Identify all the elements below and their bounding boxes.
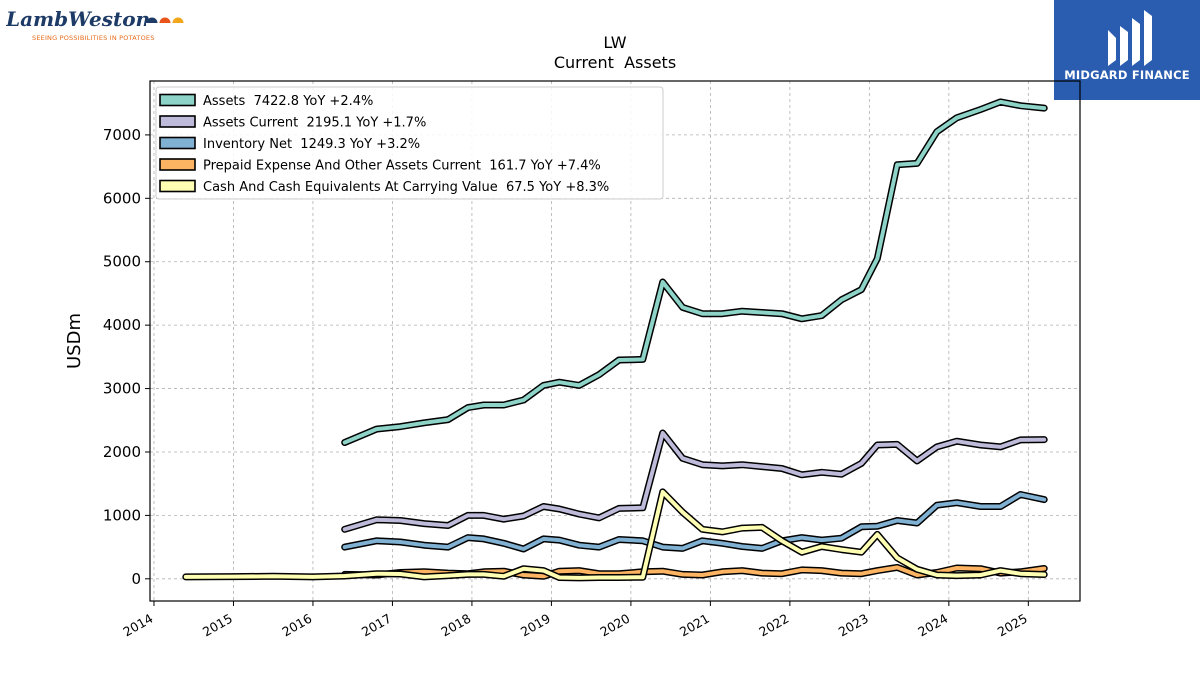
legend-box	[155, 86, 664, 200]
chart-legend: Assets 7422.8 YoY +2.4% Assets Current 21…	[155, 86, 664, 200]
legend-label: Prepaid Expense And Other Assets Current…	[203, 159, 601, 174]
legend-label: Assets Current 2195.1 YoY +1.7%	[203, 116, 426, 131]
x-tick-label: 2015	[200, 611, 235, 640]
series-outline	[182, 488, 1048, 582]
brand-tagline: SEEING POSSIBILITIES IN POTATOES	[32, 34, 155, 42]
midgard-finance-badge: MIDGARD FINANCE	[1054, 0, 1200, 100]
x-tick-label: 2022	[756, 611, 791, 640]
y-tick-label: 1000	[103, 506, 141, 524]
y-tick-label: 7000	[103, 126, 141, 144]
y-tick-label: 0	[131, 570, 141, 588]
chart-subtitle: Current Assets	[554, 53, 676, 72]
x-tick-label: 2019	[518, 611, 553, 640]
lambweston-logo: LambWeston SEEING POSSIBILITIES IN POTAT…	[6, 7, 184, 42]
y-tick-label: 2000	[103, 443, 141, 461]
x-ticks: 2014 2015 2016 2017 2018 2019 2020 2021 2022 2023…	[120, 601, 1030, 640]
badge-name: MIDGARD FINANCE	[1064, 68, 1190, 82]
midgard-logo-icon	[1108, 10, 1152, 66]
legend-label: Cash And Cash Equivalents At Carrying Va…	[203, 180, 609, 195]
x-tick-label: 2023	[836, 611, 871, 640]
brand-name: LambWeston	[6, 7, 150, 31]
x-tick-label: 2025	[995, 611, 1030, 640]
legend-swatch	[159, 158, 196, 171]
chart-series	[182, 98, 1048, 582]
y-tick-label: 5000	[103, 253, 141, 271]
y-ticks: 0 1000 2000 3000 4000 5000 6000 7000	[103, 126, 150, 588]
legend-swatch	[159, 179, 196, 193]
legend-swatch	[159, 136, 196, 150]
series-line	[342, 492, 1047, 551]
x-tick-label: 2018	[438, 611, 473, 640]
legend-label: Assets 7422.8 YoY +2.4%	[203, 94, 373, 109]
legend-swatch	[159, 115, 196, 128]
legend-label: Inventory Net 1249.3 YoY +3.2%	[203, 137, 420, 152]
y-tick-label: 6000	[103, 189, 141, 207]
chart-title: LW	[603, 33, 626, 52]
x-tick-label: 2024	[915, 611, 950, 640]
x-tick-label: 2016	[279, 611, 314, 640]
series-line	[342, 431, 1047, 532]
y-tick-label: 3000	[103, 380, 141, 398]
x-tick-label: 2017	[359, 611, 394, 640]
series-line	[342, 99, 1047, 445]
series-line	[183, 489, 1047, 580]
x-tick-label: 2021	[677, 611, 712, 640]
legend-swatch	[159, 93, 196, 107]
plot-frame	[149, 80, 1081, 602]
x-tick-label: 2020	[597, 611, 632, 640]
y-axis-label: USDm	[64, 313, 85, 369]
x-tick-label: 2014	[120, 611, 155, 640]
y-tick-label: 4000	[103, 316, 141, 334]
